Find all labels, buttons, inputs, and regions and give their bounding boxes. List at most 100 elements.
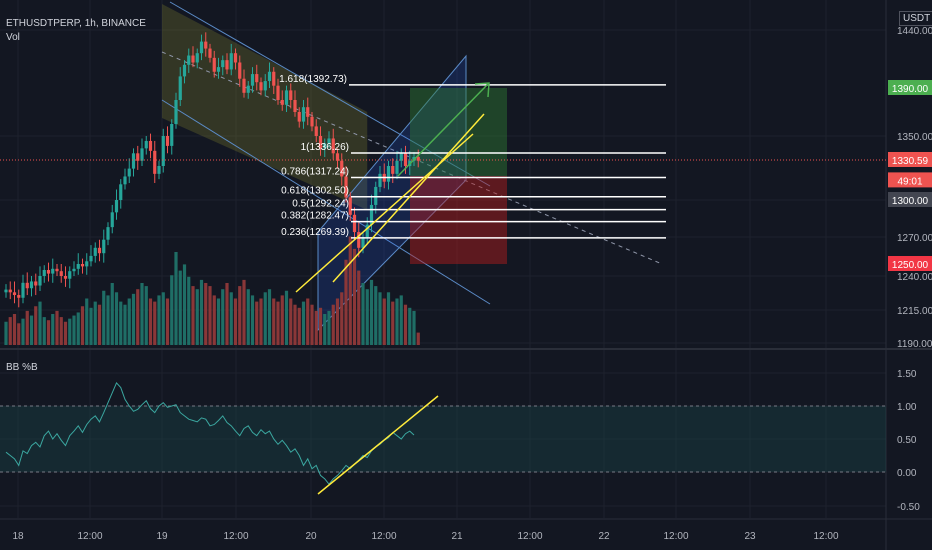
price-badge-label: 1300.00 — [892, 196, 929, 207]
candle-body — [386, 166, 391, 182]
price-tick-label: 1350.00 — [897, 132, 932, 143]
candle — [123, 168, 127, 190]
volume-bar — [17, 323, 21, 345]
volume-bar — [110, 283, 114, 345]
time-tick-label: 23 — [744, 531, 756, 542]
volume-bars — [4, 236, 420, 345]
header-separator: , — [95, 18, 99, 29]
candle-body — [191, 55, 195, 63]
candle-body — [106, 227, 110, 240]
volume-indicator-label[interactable]: Vol — [6, 32, 20, 43]
bb-tick-label: 1.00 — [897, 402, 917, 413]
price-badge-label: 1390.00 — [892, 84, 929, 95]
candle-body — [391, 166, 395, 174]
volume-bar — [225, 283, 229, 345]
volume-bar — [191, 286, 195, 345]
volume-bar — [276, 301, 280, 345]
candle — [21, 274, 25, 304]
candle-body — [161, 136, 165, 167]
candle — [131, 148, 136, 177]
currency-button[interactable]: USDT — [899, 11, 932, 26]
price-badge: 1330.59 — [888, 152, 932, 167]
fib-level-label: 0.5(1292.24) — [292, 199, 349, 210]
candle-body — [59, 271, 63, 276]
candle — [72, 261, 76, 276]
bb-indicator-label[interactable]: BB %B — [6, 362, 38, 373]
volume-bar — [136, 289, 140, 345]
candle-body — [174, 100, 178, 124]
candle — [148, 133, 153, 159]
price-badge-label: 1330.59 — [892, 156, 929, 167]
volume-bar — [242, 279, 246, 345]
candle-body — [212, 57, 216, 72]
candle-body — [331, 138, 335, 154]
fib-level-label: 0.786(1317.24) — [281, 166, 349, 177]
trend-line — [295, 133, 474, 293]
volume-bar — [238, 286, 242, 345]
time-tick-label: 12:00 — [77, 531, 102, 542]
candle — [327, 131, 331, 149]
candle-body — [395, 160, 399, 174]
volume-bar — [331, 304, 335, 345]
candle — [357, 222, 361, 258]
candle — [352, 207, 357, 240]
price-badge-bg — [888, 256, 932, 271]
volume-bar — [229, 292, 233, 345]
candle — [182, 60, 187, 84]
volume-bar — [178, 270, 182, 345]
volume-bar — [80, 306, 85, 345]
volume-bar — [174, 252, 178, 345]
volume-bar — [38, 301, 42, 345]
candle — [42, 265, 46, 283]
candle — [195, 48, 199, 69]
candle — [238, 55, 242, 87]
candle-body — [318, 136, 323, 149]
candle-body — [178, 76, 182, 100]
candle-body — [272, 71, 276, 86]
candle — [29, 276, 34, 297]
candle — [323, 138, 327, 158]
candle-body — [195, 53, 199, 63]
candle-body — [416, 157, 420, 161]
candle-body — [89, 255, 93, 262]
time-tick-label: 12:00 — [663, 531, 688, 542]
fib-level-label: 0.236(1269.39) — [281, 227, 349, 238]
volume-bar — [204, 283, 208, 345]
volume-bar — [246, 289, 250, 345]
candle — [170, 119, 174, 155]
candle — [293, 90, 297, 117]
chart-header: ETHUSDTPERP, 1h, BINANCE — [6, 18, 146, 29]
candle-body — [55, 268, 59, 272]
candle — [344, 166, 348, 203]
candle-body — [76, 264, 80, 269]
volume-bar — [72, 315, 76, 345]
candle-body — [361, 237, 365, 248]
candle-body — [284, 90, 289, 105]
candle — [187, 48, 191, 73]
candle — [399, 148, 403, 168]
candle-body — [131, 153, 136, 169]
candle-body — [352, 214, 357, 233]
candle — [297, 107, 301, 128]
volume-bar — [127, 298, 131, 345]
candle-body — [165, 136, 170, 146]
candle — [212, 50, 216, 78]
volume-bar — [63, 321, 68, 345]
volume-bar — [76, 312, 80, 345]
bb-band-fill — [0, 406, 886, 472]
volume-bar — [318, 307, 323, 345]
candle — [289, 83, 293, 109]
volume-bar — [46, 320, 51, 345]
symbol-label: ETHUSDTPERP — [6, 18, 80, 29]
candle — [233, 48, 238, 70]
candle — [191, 46, 195, 68]
volume-bar — [386, 292, 391, 345]
candle — [255, 64, 259, 91]
volume-bar — [157, 295, 161, 345]
candle — [174, 92, 178, 129]
fib-level-label: 1.618(1392.73) — [279, 74, 347, 85]
candle-body — [280, 100, 284, 105]
volume-bar — [399, 295, 403, 345]
volume-bar — [221, 289, 225, 345]
